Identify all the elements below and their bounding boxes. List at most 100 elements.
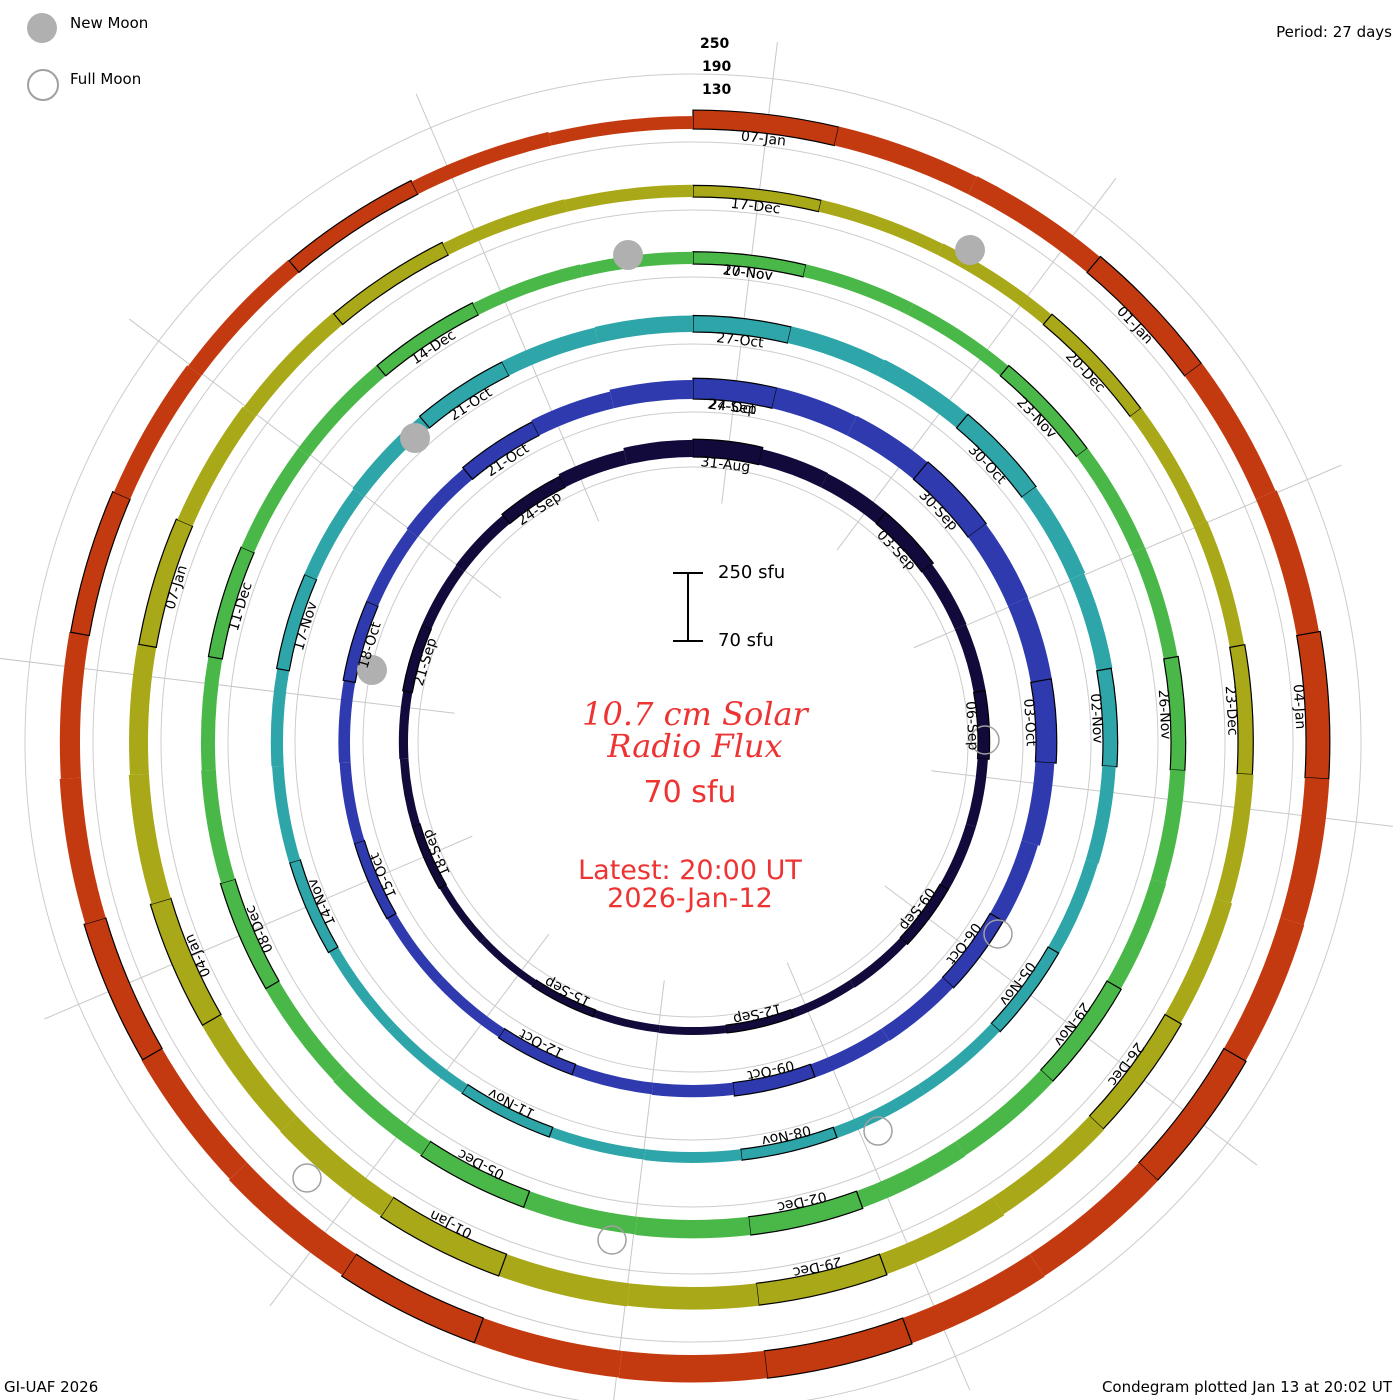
flux-day-segment [849, 937, 907, 988]
footer-plot-time: Condegram plotted Jan 13 at 20:02 UT [1101, 1378, 1392, 1396]
flux-day-segment [692, 184, 823, 213]
flux-day-segment [820, 473, 887, 524]
flux-day-segment [810, 1028, 890, 1078]
flux-day-segment [955, 1070, 1054, 1156]
grid-circle [160, 209, 1226, 1275]
flux-day-segment [564, 184, 693, 212]
full-moon-marker [970, 725, 1000, 755]
flux-day-segment [406, 468, 473, 538]
current-flux-value: 70 sfu [643, 775, 737, 810]
radial-grid [0, 42, 1393, 1400]
flux-day-segment [1086, 255, 1203, 377]
date-label: 07-Jan [740, 129, 787, 150]
flux-day-segment [399, 758, 420, 827]
flux-day-segment [877, 359, 968, 428]
full-moon-marker [292, 1163, 322, 1193]
date-label: 03-Oct [1020, 698, 1039, 747]
date-label: 31-Aug [700, 454, 751, 476]
flux-day-segment [474, 1318, 622, 1378]
flux-day-segment [1215, 773, 1254, 904]
flux-day-segment [912, 461, 988, 539]
flux-day-segment [772, 387, 857, 436]
flux-day-segment [1295, 630, 1331, 780]
flux-day-segment [177, 406, 256, 527]
flux-day-segment [902, 1254, 1045, 1344]
flux-day-segment [966, 758, 988, 827]
flux-day-segment [338, 680, 356, 763]
flux-day-segment [501, 475, 566, 525]
flux-day-segment [498, 1254, 630, 1307]
full-moon-marker [983, 919, 1013, 949]
flux-day-segment [941, 912, 1005, 989]
flux-day-segment [990, 840, 1038, 923]
date-label: 17-Dec [730, 196, 781, 218]
flux-day-segment [548, 116, 693, 146]
flux-day-segment [342, 600, 379, 684]
flux-day-segment [304, 489, 365, 580]
flux-day-segment [875, 511, 935, 573]
flux-day-segment [856, 1141, 966, 1208]
flux-day-segment [531, 979, 597, 1018]
grid-circle [294, 343, 1092, 1141]
flux-day-segment [592, 1009, 660, 1033]
flux-day-segment [420, 1140, 531, 1209]
flux-day-segment [265, 981, 346, 1081]
flux-day-segment [1229, 644, 1254, 776]
scale-bar-bottom-label: 70 sfu [718, 630, 774, 651]
flux-day-segment [692, 438, 764, 466]
flux-day-segment [333, 1070, 431, 1156]
period-label: Period: 27 days [1276, 23, 1392, 41]
flux-day-segment [1223, 917, 1305, 1062]
flux-day-segment [129, 644, 157, 775]
grid-circle [417, 466, 969, 1018]
date-label: 06-Sep [962, 701, 981, 751]
flux-day-segment [339, 761, 365, 844]
new-moon-marker [400, 423, 430, 453]
full-moon-legend-icon [27, 69, 59, 101]
flux-day-segment [376, 302, 480, 377]
flux-day-segment [328, 947, 395, 1031]
full-moon-legend-label: Full Moon [70, 70, 142, 88]
flux-day-segment [954, 624, 986, 693]
flux-day-segment [803, 264, 914, 315]
flux-day-segment [651, 1082, 735, 1098]
flux-day-segment [879, 1197, 1005, 1275]
flux-day-segment [846, 415, 928, 480]
flux-day-segment [411, 131, 552, 195]
flux-day-segment [461, 1083, 554, 1138]
flux-day-segment [1164, 898, 1233, 1024]
flux-day-segment [1088, 1013, 1183, 1130]
flux-day-segment [990, 946, 1060, 1033]
flux-day-segment [644, 1149, 742, 1163]
new-moon-marker [955, 235, 985, 265]
flux-day-segment [340, 1253, 485, 1344]
flux-day-segment [1030, 678, 1058, 764]
flux-day-segment [270, 668, 290, 767]
new-moon-marker [357, 655, 387, 685]
flux-day-segment [386, 913, 444, 985]
chart-title: 10.7 cm Solar Radio Flux [450, 698, 940, 762]
date-label: 20-Nov [722, 262, 774, 284]
flux-day-segment [747, 1190, 864, 1236]
flux-day-segment [594, 315, 693, 344]
flux-day-segment [442, 199, 568, 255]
flux-day-segment [968, 176, 1100, 273]
ring-scale-label-130: 130 [702, 82, 732, 98]
moon-markers [292, 235, 1013, 1255]
flux-day-segment [1193, 520, 1245, 648]
flux-day-segment [658, 1025, 728, 1035]
flux-day-segment [939, 823, 976, 890]
flux-day-segment [549, 1127, 646, 1160]
flux-day-segment [1039, 980, 1123, 1083]
flux-day-segment [83, 917, 163, 1061]
flux-day-segment [201, 769, 236, 884]
latest-time: Latest: 20:00 UT [578, 855, 802, 886]
flux-day-segment [833, 1084, 925, 1139]
flux-day-segment [1096, 667, 1119, 768]
flux-day-segment [1106, 879, 1167, 989]
flux-day-segment [881, 977, 954, 1041]
flux-day-segment [999, 364, 1089, 458]
flux-day-segment [692, 251, 807, 278]
flux-day-segment [59, 632, 90, 779]
